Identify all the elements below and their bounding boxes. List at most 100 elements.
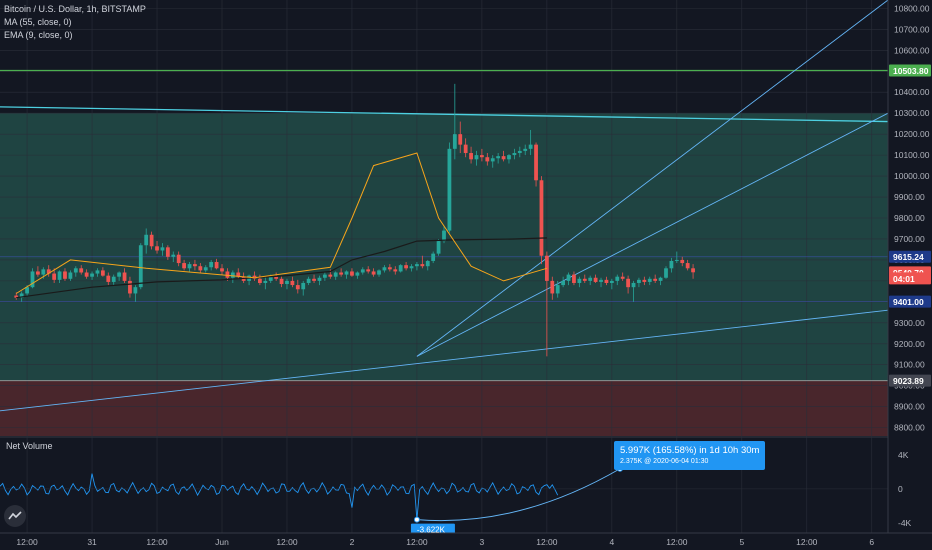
candle-body	[84, 272, 89, 277]
candle-body	[209, 262, 214, 268]
candle-body	[674, 259, 679, 261]
candle-body	[268, 276, 273, 281]
candle-body	[626, 278, 630, 288]
candle-body	[258, 278, 262, 283]
candle-body	[615, 276, 620, 281]
candle-body	[501, 156, 506, 160]
candle-body	[436, 241, 441, 254]
price-label-text: 9023.89	[893, 376, 924, 386]
candle-body	[160, 247, 165, 251]
price-tick-label: 9800.00	[894, 213, 925, 223]
time-tick-label: 12:00	[16, 537, 38, 547]
price-label-box	[889, 374, 931, 387]
candle-body	[496, 156, 501, 159]
candle-body	[642, 279, 647, 282]
volume-tick-label: 4K	[898, 450, 909, 460]
price-tick-label: 10600.00	[894, 45, 930, 55]
price-tick-label: 10300.00	[894, 108, 930, 118]
price-label-text: 9615.24	[893, 252, 924, 262]
candle-body	[236, 272, 241, 277]
trendline-1	[0, 106, 889, 123]
candle-body	[133, 287, 138, 294]
zone-green	[0, 113, 888, 381]
time-tick-label: 4	[609, 537, 614, 547]
candle-body	[452, 134, 457, 149]
candle-body	[360, 269, 365, 273]
candle-body	[73, 268, 78, 273]
price-tick-label: 8800.00	[894, 423, 925, 433]
candle-body	[653, 278, 658, 281]
candle-body	[155, 246, 159, 251]
candle-body	[566, 274, 571, 281]
candle-body	[63, 271, 67, 279]
candle-body	[149, 234, 154, 247]
price-tick-label: 10400.00	[894, 87, 930, 97]
time-tick-label: 2	[350, 537, 355, 547]
candle-body	[685, 263, 690, 269]
candle-body	[669, 260, 674, 269]
price-label-text: 9401.00	[893, 297, 924, 307]
time-tick-label: 12:00	[146, 537, 168, 547]
price-tick-label: 9900.00	[894, 192, 925, 202]
candle-body	[490, 158, 495, 162]
symbol-title: Bitcoin / U.S. Dollar, 1h, BITSTAMP	[4, 4, 146, 14]
candle-body	[620, 276, 625, 279]
candle-body	[561, 280, 566, 286]
candle-body	[431, 253, 436, 261]
price-tick-label: 8900.00	[894, 402, 925, 412]
candle-body	[274, 276, 279, 279]
candle-body	[577, 278, 582, 283]
candle-body	[46, 269, 51, 274]
price-tick-label: 10200.00	[894, 129, 930, 139]
candle-body	[664, 268, 668, 278]
candle-body	[312, 278, 316, 281]
net-volume-line	[0, 473, 559, 520]
time-tick-label: 12:00	[406, 537, 428, 547]
time-tick-label: 12:00	[536, 537, 558, 547]
candle-body	[512, 153, 517, 156]
trendline-2	[416, 0, 889, 357]
tradingview-logo-icon[interactable]	[4, 505, 26, 527]
trendline-3	[416, 112, 889, 357]
price-tick-label: 9300.00	[894, 318, 925, 328]
candle-body	[572, 274, 576, 283]
candle-body	[393, 269, 398, 272]
measure-low-label: -3.622K	[417, 526, 446, 535]
candle-body	[420, 264, 425, 267]
time-tick-label: 12:00	[796, 537, 818, 547]
candle-body	[220, 268, 224, 272]
candle-body	[474, 155, 479, 160]
candle-body	[539, 180, 544, 256]
candle-body	[144, 234, 149, 246]
candle-body	[25, 287, 29, 294]
candle-body	[469, 153, 473, 160]
time-tick-label: Jun	[215, 537, 229, 547]
price-tick-label: 9200.00	[894, 339, 925, 349]
candle-body	[117, 272, 122, 277]
price-tick-label: 9700.00	[894, 234, 925, 244]
candle-body	[550, 280, 555, 294]
candle-body	[517, 150, 522, 154]
callout-sub: 2.375K @ 2020-06-04 01:30	[620, 458, 709, 465]
candle-body	[415, 264, 419, 267]
ma-legend: MA (55, close, 0)	[4, 17, 72, 27]
candle-body	[333, 272, 338, 277]
candle-body	[225, 271, 230, 278]
candle-body	[198, 266, 203, 271]
candle-body	[322, 274, 327, 278]
price-label-box	[889, 250, 931, 263]
candle-body	[279, 278, 284, 285]
trendline-4	[0, 309, 889, 412]
candle-body	[582, 278, 587, 281]
time-tick-label: 5	[739, 537, 744, 547]
candle-body	[111, 276, 116, 282]
candle-body	[447, 148, 452, 231]
candle-body	[263, 280, 268, 283]
candle-body	[658, 277, 663, 281]
price-tick-label: 10100.00	[894, 150, 930, 160]
candle-body	[523, 148, 528, 151]
time-tick-label: 31	[87, 537, 97, 547]
candle-body	[442, 230, 446, 242]
